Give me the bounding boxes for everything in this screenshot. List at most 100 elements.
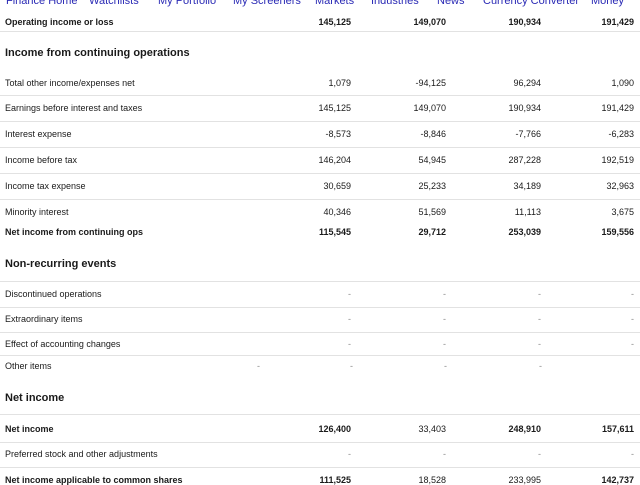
table-row: Total other income/expenses net 1,079 -9… (0, 70, 640, 96)
value-col-1: 40,346 (323, 207, 351, 217)
table-row: Interest expense -8,573 -8,846 -7,766 -6… (0, 122, 640, 148)
value-col-2: 149,070 (413, 103, 446, 113)
top-navigation: Finance Home Watchlists My Portfolio My … (0, 0, 640, 10)
value-col-4: 191,429 (601, 103, 634, 113)
value-col-2: -94,125 (415, 78, 446, 88)
value-col-1: 111,525 (319, 475, 351, 485)
value-col-1: - (348, 339, 351, 349)
row-label: Total other income/expenses net (5, 78, 135, 88)
row-label: Net income applicable to common shares (5, 475, 183, 485)
value-col-2: 18,528 (418, 475, 446, 485)
value-col-2: - (350, 361, 353, 371)
row-label: Minority interest (5, 207, 69, 217)
value-col-3: 190,934 (508, 103, 541, 113)
nav-my-screeners[interactable]: My Screeners (233, 0, 301, 7)
value-col-1: 30,659 (323, 181, 351, 191)
value-col-3: 96,294 (513, 78, 541, 88)
value-col-1: - (348, 289, 351, 299)
value-col-2: -8,846 (420, 129, 446, 139)
total-row: Net income applicable to common shares 1… (0, 468, 640, 485)
value-col-3: 34,189 (513, 181, 541, 191)
value-col-3: - (538, 314, 541, 324)
value-col-4: 1,090 (611, 78, 634, 88)
value-col-1: 1,079 (328, 78, 351, 88)
value-col-3: 11,113 (514, 207, 541, 217)
row-label: Operating income or loss (5, 17, 114, 27)
value-col-4: - (539, 361, 542, 371)
value-col-4: 159,556 (601, 227, 634, 237)
value-col-3: 190,934 (508, 17, 541, 27)
section-title-nonrecurring: Non-recurring events (5, 258, 117, 270)
value-col-2: 51,569 (418, 207, 446, 217)
row-label: Income tax expense (5, 181, 86, 191)
value-col-1: - (257, 361, 260, 371)
value-col-2: - (443, 449, 446, 459)
value-col-2: - (443, 289, 446, 299)
nav-watchlists[interactable]: Watchlists (89, 0, 139, 7)
table-row: Effect of accounting changes - - - - (0, 333, 640, 356)
value-col-4: 3,675 (611, 207, 634, 217)
value-col-2: - (443, 339, 446, 349)
nav-industries[interactable]: Industries (371, 0, 419, 7)
value-col-1: 145,125 (318, 17, 351, 27)
row-label: Interest expense (5, 129, 72, 139)
value-col-4: 32,963 (606, 181, 634, 191)
value-col-4: 157,611 (601, 424, 634, 434)
value-col-2: 54,945 (418, 155, 446, 165)
table-row: Minority interest 40,346 51,569 11,113 3… (0, 200, 640, 225)
total-row: Net income from continuing ops 115,545 2… (0, 222, 640, 242)
value-col-4: - (631, 449, 634, 459)
value-col-2: 149,070 (413, 17, 446, 27)
nav-markets[interactable]: Markets (315, 0, 355, 7)
value-col-3: 253,039 (508, 227, 541, 237)
table-row: Other items - - - - (0, 356, 640, 376)
value-col-1: 145,125 (318, 103, 351, 113)
table-row: Preferred stock and other adjustments - … (0, 442, 640, 468)
row-label: Other items (5, 361, 52, 371)
value-col-2: 25,233 (418, 181, 446, 191)
row-label: Preferred stock and other adjustments (5, 449, 158, 459)
value-col-3: 233,995 (508, 475, 541, 485)
nav-finance-home[interactable]: Finance Home (6, 0, 78, 7)
value-col-3: 287,228 (508, 155, 541, 165)
section-title-net-income: Net income (5, 392, 65, 404)
table-row: Extraordinary items - - - - (0, 307, 640, 333)
value-col-2: 29,712 (418, 227, 446, 237)
nav-currency-converter[interactable]: Currency Converter (483, 0, 579, 7)
row-label: Net income from continuing ops (5, 227, 144, 237)
operating-income-row: Operating income or loss 145,125 149,070… (0, 14, 640, 32)
value-col-1: 146,204 (318, 155, 351, 165)
row-label: Earnings before interest and taxes (5, 103, 143, 113)
row-label: Discontinued operations (5, 289, 102, 299)
row-label: Income before tax (5, 155, 78, 165)
row-label: Net income (5, 424, 54, 434)
value-col-3: - (538, 449, 541, 459)
table-row: Income tax expense 30,659 25,233 34,189 … (0, 174, 640, 200)
value-col-1: 126,400 (318, 424, 351, 434)
value-col-4: - (631, 314, 634, 324)
nav-my-portfolio[interactable]: My Portfolio (158, 0, 217, 7)
value-col-1: 115,545 (318, 227, 351, 237)
value-col-3: - (444, 361, 447, 371)
value-col-4: - (631, 339, 634, 349)
value-col-2: 33,403 (418, 424, 446, 434)
value-col-4: -6,283 (608, 129, 634, 139)
value-col-3: 248,910 (508, 424, 541, 434)
table-row: Income before tax 146,204 54,945 287,228… (0, 148, 640, 174)
value-col-3: -7,766 (515, 129, 541, 139)
value-col-4: 142,737 (601, 475, 634, 485)
value-col-3: - (538, 289, 541, 299)
value-col-1: -8,573 (325, 129, 351, 139)
net-income-row: Net income 126,400 33,403 248,910 157,61… (0, 414, 640, 443)
table-row: Earnings before interest and taxes 145,1… (0, 96, 640, 122)
row-label: Extraordinary items (5, 314, 83, 324)
section-title-continuing: Income from continuing operations (5, 47, 190, 59)
table-row: Discontinued operations - - - - (0, 281, 640, 308)
nav-money[interactable]: Money (591, 0, 625, 7)
value-col-1: - (348, 314, 351, 324)
value-col-3: - (538, 339, 541, 349)
row-label: Effect of accounting changes (5, 339, 121, 349)
nav-news[interactable]: News (437, 0, 465, 7)
value-col-4: 192,519 (601, 155, 634, 165)
value-col-4: 191,429 (601, 17, 634, 27)
